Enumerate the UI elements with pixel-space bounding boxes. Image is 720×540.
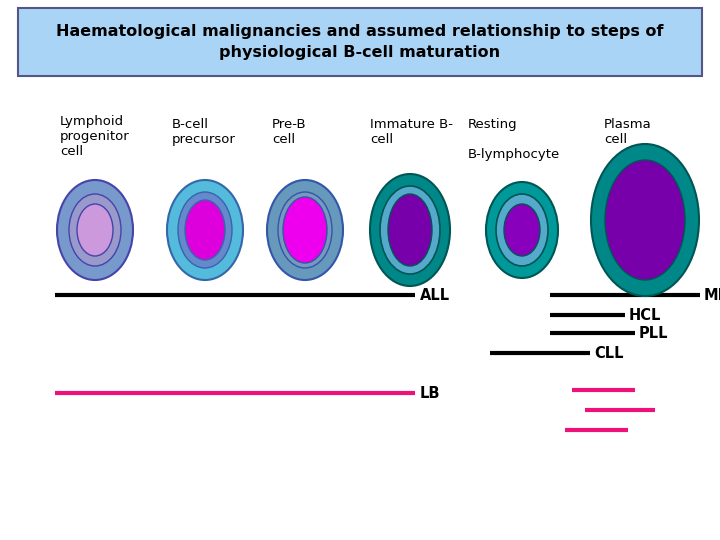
Ellipse shape	[605, 160, 685, 280]
Text: Resting

B-lymphocyte: Resting B-lymphocyte	[468, 118, 560, 161]
Ellipse shape	[57, 180, 133, 280]
Ellipse shape	[486, 182, 558, 278]
Text: LB: LB	[420, 386, 441, 401]
Text: CLL: CLL	[594, 346, 624, 361]
Text: Plasma
cell: Plasma cell	[604, 118, 652, 146]
Ellipse shape	[370, 174, 450, 286]
Text: PLL: PLL	[639, 326, 668, 341]
Ellipse shape	[167, 180, 243, 280]
FancyBboxPatch shape	[18, 8, 702, 76]
Ellipse shape	[69, 194, 121, 266]
Ellipse shape	[380, 186, 440, 274]
Ellipse shape	[388, 194, 432, 266]
Ellipse shape	[185, 200, 225, 260]
Text: MM: MM	[704, 287, 720, 302]
Text: B-cell
precursor: B-cell precursor	[172, 118, 236, 146]
Ellipse shape	[178, 192, 232, 268]
Text: Lymphoid
progenitor
cell: Lymphoid progenitor cell	[60, 115, 130, 158]
Text: Immature B-
cell: Immature B- cell	[370, 118, 453, 146]
Ellipse shape	[591, 144, 699, 296]
Ellipse shape	[283, 197, 327, 263]
Ellipse shape	[496, 194, 548, 266]
Text: ALL: ALL	[420, 287, 450, 302]
Ellipse shape	[77, 204, 113, 256]
Ellipse shape	[504, 204, 540, 256]
Text: Pre-B
cell: Pre-B cell	[272, 118, 307, 146]
Text: Haematological malignancies and assumed relationship to steps of
physiological B: Haematological malignancies and assumed …	[56, 24, 664, 60]
Ellipse shape	[278, 192, 332, 268]
Text: HCL: HCL	[629, 307, 662, 322]
Ellipse shape	[267, 180, 343, 280]
